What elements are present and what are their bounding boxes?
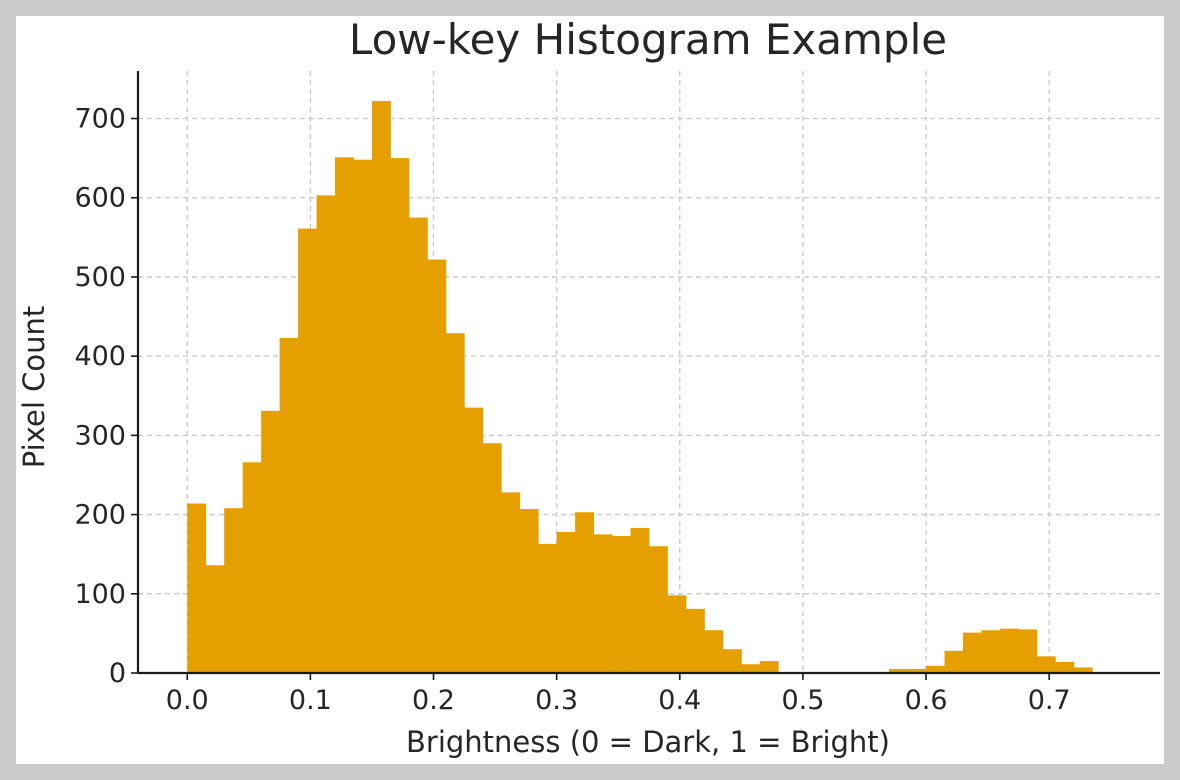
histogram-bar bbox=[538, 543, 558, 673]
histogram-bar bbox=[704, 630, 724, 673]
histogram-bar bbox=[261, 410, 281, 673]
histogram-bar bbox=[944, 650, 964, 673]
x-tick-label: 0.0 bbox=[166, 685, 209, 716]
histogram-bar bbox=[205, 565, 225, 673]
histogram-bar bbox=[187, 503, 207, 673]
x-axis-label: Brightness (0 = Dark, 1 = Bright) bbox=[406, 725, 890, 759]
histogram-bar bbox=[316, 195, 336, 673]
histogram-bar bbox=[612, 535, 631, 673]
histogram-bar bbox=[445, 333, 465, 673]
y-tick-label: 0 bbox=[109, 658, 126, 689]
x-tick-label: 0.5 bbox=[781, 685, 824, 716]
histogram-bar bbox=[889, 669, 908, 673]
histogram-bar bbox=[981, 630, 1001, 673]
chart-figure: 0.0 0.1 0.2 0.3 0.4 0.5 0.6 0.7 0 100 200 300 400 500… bbox=[16, 16, 1164, 764]
y-tick-label: 200 bbox=[74, 500, 126, 531]
histogram-chart: 0.0 0.1 0.2 0.3 0.4 0.5 0.6 0.7 0 100 200 300 400 500… bbox=[17, 16, 1160, 759]
histogram-bar bbox=[630, 528, 650, 673]
x-tick-label: 0.4 bbox=[658, 685, 701, 716]
histogram-bar bbox=[556, 532, 576, 673]
histogram-bar bbox=[519, 509, 539, 673]
histogram-bar bbox=[353, 159, 373, 673]
histogram-bar bbox=[501, 492, 521, 673]
y-axis-label: Pixel Count bbox=[17, 306, 51, 468]
y-tick-label: 500 bbox=[74, 262, 126, 293]
y-tick-label: 700 bbox=[74, 104, 126, 135]
histogram-bar bbox=[1055, 661, 1075, 673]
histogram-bar bbox=[279, 337, 299, 673]
histogram-bar bbox=[759, 661, 779, 673]
y-tick-label: 600 bbox=[74, 183, 126, 214]
histogram-bar bbox=[741, 664, 761, 673]
y-tick-label: 300 bbox=[74, 420, 126, 451]
x-tick-label: 0.7 bbox=[1028, 685, 1071, 716]
histogram-bar bbox=[649, 546, 668, 673]
histogram-bar bbox=[685, 608, 705, 673]
y-tick-label: 100 bbox=[74, 579, 126, 610]
x-tick-label: 0.6 bbox=[905, 685, 948, 716]
histogram-bar bbox=[926, 665, 945, 673]
y-tick-label: 400 bbox=[74, 341, 126, 372]
histogram-bar bbox=[335, 157, 354, 673]
histogram-bar bbox=[667, 595, 687, 673]
histogram-bar bbox=[427, 259, 447, 673]
histogram-bar bbox=[1036, 656, 1056, 673]
histogram-bar bbox=[962, 632, 982, 673]
histogram-bar bbox=[408, 217, 428, 673]
histogram-bar bbox=[593, 534, 613, 673]
histogram-bar bbox=[242, 462, 262, 673]
histogram-bar bbox=[390, 158, 410, 673]
histogram-bar bbox=[371, 101, 391, 674]
histogram-bar bbox=[999, 628, 1019, 673]
x-tick-label: 0.2 bbox=[412, 685, 455, 716]
histogram-bar bbox=[575, 512, 594, 673]
x-tick-label: 0.1 bbox=[289, 685, 332, 716]
histogram-bar bbox=[907, 669, 927, 673]
histogram-bar bbox=[224, 508, 244, 673]
histogram-bar bbox=[1018, 629, 1038, 673]
axes bbox=[136, 71, 1160, 675]
histogram-bar bbox=[1073, 667, 1093, 673]
axis-ticks: 0.0 0.1 0.2 0.3 0.4 0.5 0.6 0.7 0 100 200 300 400 500… bbox=[74, 104, 1070, 716]
x-tick-label: 0.3 bbox=[535, 685, 578, 716]
histogram-bar bbox=[298, 228, 317, 673]
histogram-bar bbox=[464, 407, 484, 673]
histogram-bar bbox=[482, 443, 502, 673]
chart-title: Low-key Histogram Example bbox=[349, 16, 947, 64]
histogram-bars bbox=[187, 101, 1093, 674]
histogram-bar bbox=[722, 649, 742, 673]
